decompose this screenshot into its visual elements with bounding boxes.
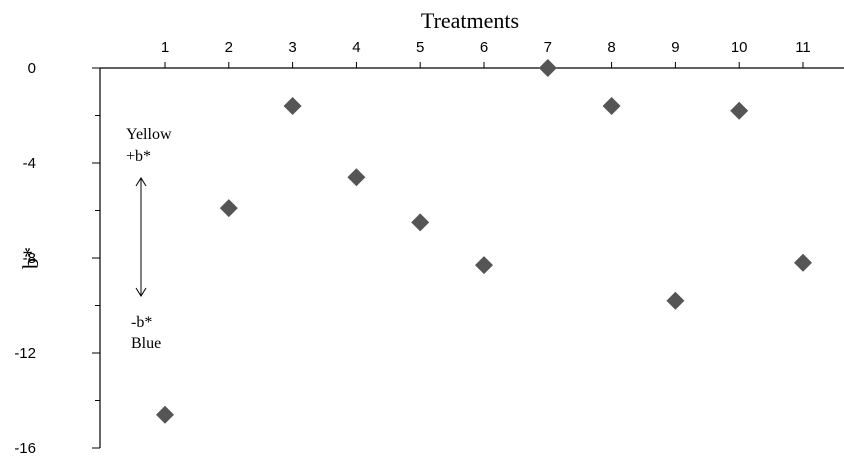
x-axis-ticks: 1 2 3 4 5 6 7 8 9 10 11 [161, 39, 811, 68]
arrow-head-down-icon [135, 287, 147, 297]
annotation-plus-b-label: +b* [126, 148, 151, 165]
annotation-yellow-label: Yellow [126, 126, 172, 143]
y-tick-label: -12 [14, 345, 36, 362]
y-axis-ticks: 0 -4 -8 -12 -16 [14, 60, 100, 457]
data-point-diamond [411, 213, 430, 232]
x-tick-label: 10 [731, 39, 748, 56]
x-axis-title: Treatments [421, 8, 519, 33]
data-point-diamond [283, 97, 302, 115]
x-tick-label: 6 [480, 39, 488, 56]
x-tick-label: 11 [795, 39, 811, 56]
data-point-diamond [666, 291, 685, 310]
color-scale-annotation: Yellow +b* -b* Blue [126, 126, 172, 352]
x-tick-label: 4 [352, 39, 360, 56]
axes [99, 67, 844, 448]
annotation-blue-label: Blue [131, 335, 161, 352]
y-axis-title: b* [18, 247, 43, 269]
arrow-head-up-icon [135, 177, 147, 187]
y-tick-label: -4 [23, 155, 36, 172]
y-tick-label: 0 [28, 60, 36, 77]
data-point-diamond [794, 253, 812, 272]
x-tick-label: 1 [161, 39, 169, 56]
x-tick-label: 3 [288, 39, 296, 56]
data-point-diamond [156, 405, 174, 424]
x-tick-label: 9 [671, 39, 679, 56]
y-tick-label: -8 [23, 250, 36, 267]
x-tick-label: 5 [416, 39, 424, 56]
data-point-diamond [475, 256, 493, 275]
y-tick-label: -16 [14, 440, 36, 457]
x-tick-label: 2 [225, 39, 233, 56]
data-point-diamond [347, 168, 366, 187]
x-tick-label: 7 [544, 39, 552, 56]
data-point-diamond [538, 59, 557, 77]
x-tick-label: 8 [607, 39, 615, 56]
data-point-diamond [730, 101, 749, 120]
data-point-diamond [219, 199, 238, 218]
annotation-minus-b-label: -b* [131, 314, 152, 331]
data-point-diamond [602, 97, 621, 115]
data-points [156, 59, 812, 424]
